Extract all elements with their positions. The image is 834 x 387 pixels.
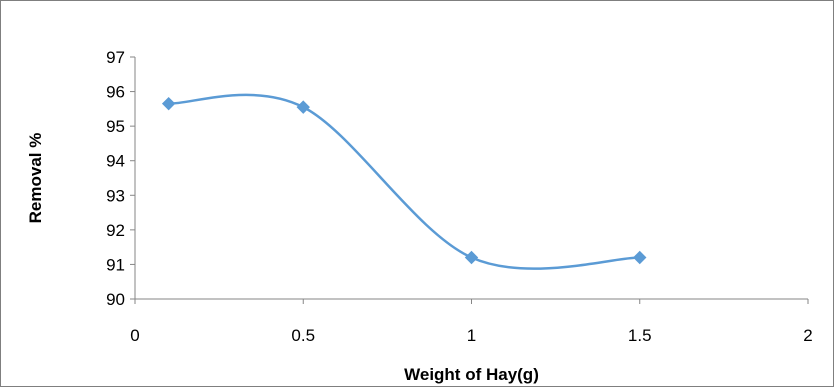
series-line <box>168 93 640 270</box>
x-tick-label: 1 <box>467 326 476 345</box>
y-tick-label: 93 <box>106 186 125 205</box>
data-point-marker <box>161 96 176 111</box>
data-point-marker <box>296 100 310 114</box>
x-tick-label: 2 <box>803 326 812 345</box>
y-tick-label: 91 <box>106 255 125 274</box>
y-tick-label: 95 <box>106 117 125 136</box>
y-axis-ticks: 90 91 92 93 94 95 96 97 <box>106 48 135 309</box>
y-tick-label: 94 <box>106 152 125 171</box>
series-layer <box>161 93 647 270</box>
x-tick-label: 0.5 <box>291 326 315 345</box>
x-axis-title: Weight of Hay(g) <box>404 365 539 384</box>
x-tick-label: 0 <box>130 326 139 345</box>
y-tick-label: 96 <box>106 83 125 102</box>
y-tick-label: 92 <box>106 221 125 240</box>
x-tick-label: 1.5 <box>628 326 652 345</box>
y-axis-title: Removal % <box>26 133 45 224</box>
data-point-marker <box>633 250 647 265</box>
x-axis-ticks: 0 0.5 1 1.5 2 <box>130 299 813 345</box>
data-point-marker <box>464 250 479 265</box>
y-tick-label: 90 <box>106 290 125 309</box>
y-tick-label: 97 <box>106 48 125 67</box>
